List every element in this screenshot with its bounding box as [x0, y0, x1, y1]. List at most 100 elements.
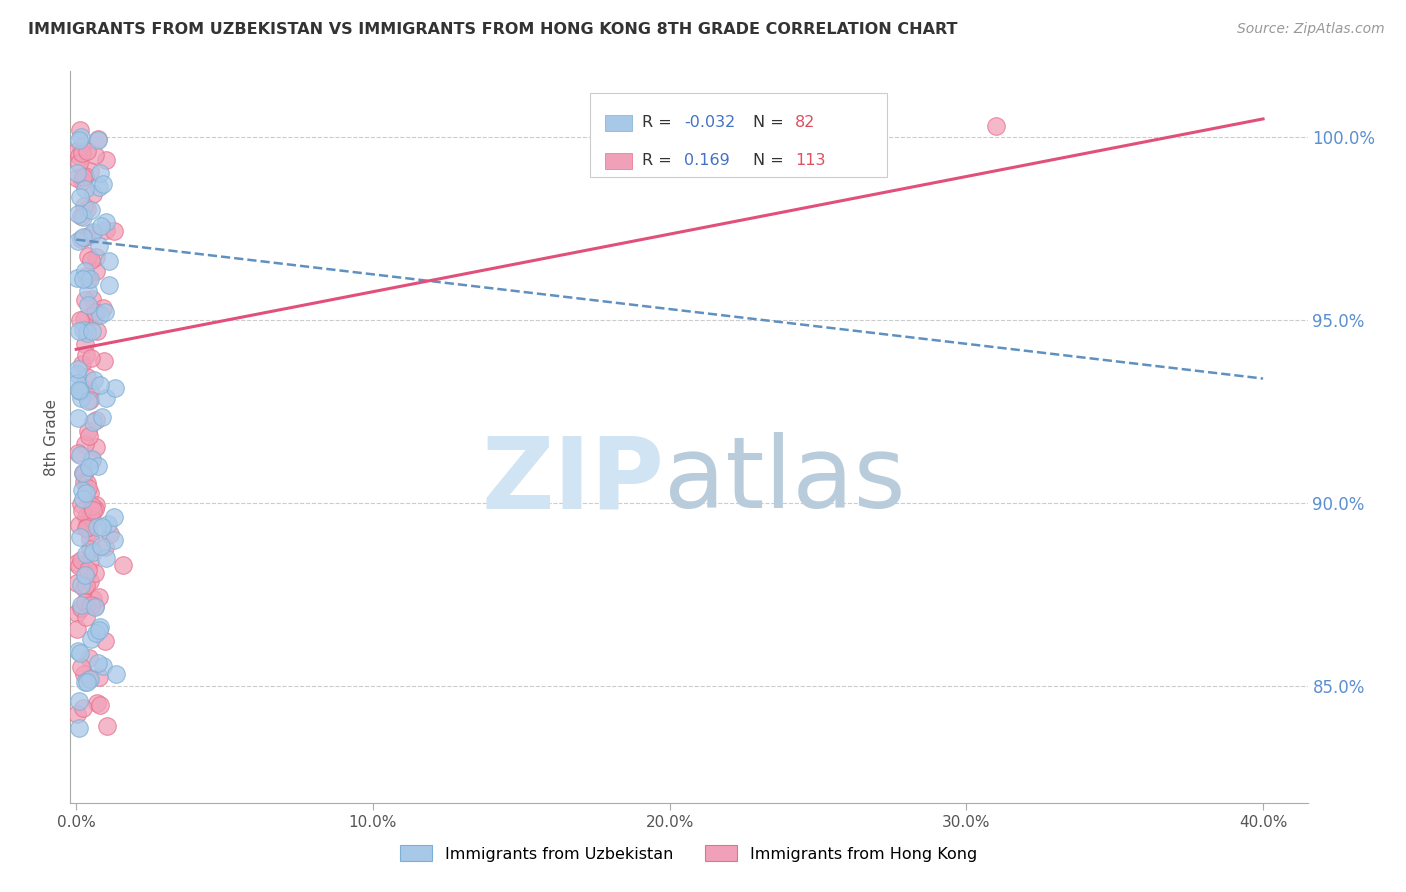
Point — [66, 376, 89, 390]
Point — [80, 324, 103, 338]
Point — [67, 324, 90, 338]
Point — [89, 620, 111, 634]
Point — [96, 153, 118, 168]
Point — [79, 392, 101, 407]
Point — [82, 226, 104, 240]
Point — [77, 519, 100, 533]
Point — [86, 264, 108, 278]
Text: 0.169: 0.169 — [683, 153, 730, 168]
Point — [77, 284, 100, 298]
Point — [103, 510, 125, 524]
Text: IMMIGRANTS FROM UZBEKISTAN VS IMMIGRANTS FROM HONG KONG 8TH GRADE CORRELATION CH: IMMIGRANTS FROM UZBEKISTAN VS IMMIGRANTS… — [28, 22, 957, 37]
Point — [94, 392, 117, 406]
Point — [94, 305, 117, 319]
Point — [72, 210, 94, 224]
Point — [91, 659, 114, 673]
Point — [70, 578, 93, 592]
Point — [112, 558, 135, 572]
Point — [82, 415, 104, 429]
Point — [69, 553, 91, 567]
Point — [67, 518, 90, 533]
Point — [84, 499, 107, 513]
Point — [94, 550, 117, 565]
Point — [73, 337, 96, 351]
Point — [82, 227, 104, 242]
Point — [72, 466, 94, 480]
Point — [86, 458, 108, 473]
Point — [84, 304, 107, 318]
Point — [76, 476, 98, 491]
Point — [69, 530, 91, 544]
Point — [75, 229, 97, 244]
Bar — [605, 115, 633, 131]
Point — [66, 367, 89, 381]
Point — [75, 568, 97, 582]
Point — [84, 566, 107, 581]
Point — [72, 466, 94, 480]
Text: N =: N = — [754, 115, 789, 130]
Point — [89, 591, 111, 605]
Point — [70, 231, 93, 245]
Point — [73, 666, 96, 681]
Point — [77, 511, 100, 525]
Point — [69, 384, 91, 399]
Point — [73, 198, 96, 212]
Point — [93, 634, 115, 648]
Point — [67, 558, 90, 573]
Point — [75, 595, 97, 609]
Point — [70, 660, 93, 674]
Point — [77, 425, 100, 439]
Point — [84, 599, 107, 614]
Point — [70, 209, 93, 223]
Point — [76, 323, 98, 337]
Point — [87, 670, 110, 684]
Point — [80, 499, 103, 513]
Point — [75, 293, 97, 308]
Point — [77, 563, 100, 577]
Point — [67, 156, 90, 170]
Point — [94, 540, 117, 554]
Point — [90, 539, 112, 553]
Bar — [605, 153, 633, 169]
Point — [77, 651, 100, 665]
Point — [86, 251, 108, 265]
Point — [67, 693, 90, 707]
Point — [91, 177, 114, 191]
Point — [70, 483, 93, 498]
Point — [77, 524, 100, 538]
Point — [75, 521, 97, 535]
Point — [83, 501, 105, 516]
Point — [82, 512, 104, 526]
Point — [69, 190, 91, 204]
Point — [73, 675, 96, 690]
Point — [76, 598, 98, 612]
Point — [80, 632, 103, 646]
Point — [75, 610, 97, 624]
Point — [79, 672, 101, 686]
Point — [87, 238, 110, 252]
Point — [86, 656, 108, 670]
Point — [75, 269, 97, 284]
Point — [73, 169, 96, 183]
Y-axis label: 8th Grade: 8th Grade — [44, 399, 59, 475]
Point — [70, 598, 93, 612]
Point — [86, 133, 108, 147]
Point — [76, 675, 98, 690]
Point — [87, 179, 110, 194]
Point — [82, 187, 104, 202]
Point — [97, 516, 120, 531]
Point — [66, 144, 89, 158]
Point — [77, 429, 100, 443]
Point — [79, 383, 101, 397]
Point — [80, 351, 103, 365]
Point — [70, 174, 93, 188]
Point — [104, 381, 127, 395]
Point — [80, 253, 103, 268]
Point — [73, 475, 96, 489]
Point — [72, 272, 94, 286]
Point — [76, 144, 98, 158]
Point — [67, 384, 90, 398]
Point — [66, 644, 89, 658]
Point — [66, 171, 89, 186]
Point — [80, 203, 103, 218]
